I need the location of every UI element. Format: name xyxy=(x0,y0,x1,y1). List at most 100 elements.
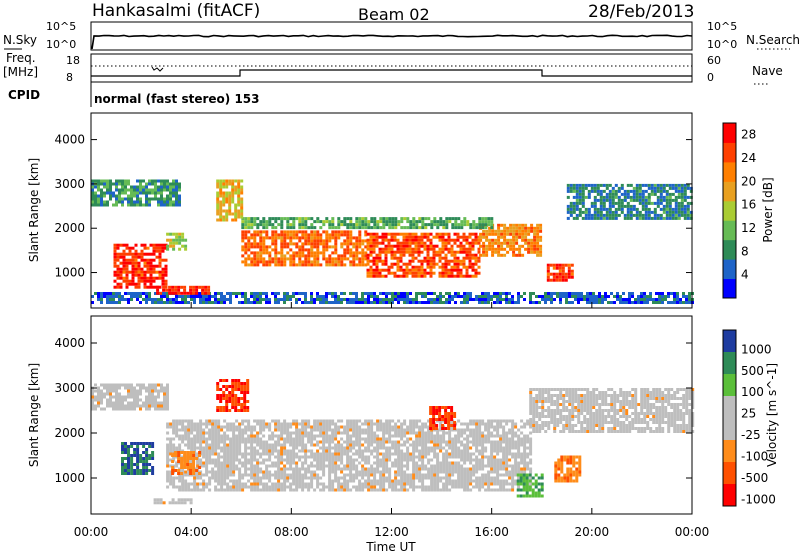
data-cell xyxy=(411,265,415,269)
data-cell xyxy=(232,440,236,444)
data-cell xyxy=(143,285,147,289)
data-cell xyxy=(620,186,624,190)
data-cell xyxy=(286,476,290,480)
data-cell xyxy=(364,470,368,474)
data-cell xyxy=(352,485,356,489)
data-cell xyxy=(565,298,568,301)
data-cell xyxy=(485,235,489,239)
data-cell xyxy=(217,488,221,492)
data-cell xyxy=(400,298,403,301)
data-cell xyxy=(220,428,224,432)
data-cell xyxy=(622,298,625,301)
data-cell xyxy=(202,449,206,453)
data-cell xyxy=(355,422,359,426)
data-cell xyxy=(346,251,350,255)
data-cell xyxy=(677,216,681,220)
data-cell xyxy=(334,422,338,426)
data-cell xyxy=(298,248,302,252)
data-cell xyxy=(174,288,178,292)
data-cell xyxy=(564,275,568,279)
data-cell xyxy=(190,295,193,298)
data-cell xyxy=(169,298,172,301)
data-cell xyxy=(331,223,335,227)
data-cell xyxy=(337,419,341,423)
data-cell xyxy=(559,292,562,295)
data-cell xyxy=(139,398,142,402)
data-cell xyxy=(277,428,281,432)
data-cell xyxy=(460,473,464,477)
data-cell xyxy=(436,226,440,230)
data-cell xyxy=(256,226,260,230)
data-cell xyxy=(497,223,501,227)
data-cell xyxy=(415,223,419,227)
data-cell xyxy=(274,263,278,267)
data-cell xyxy=(638,198,642,202)
data-cell xyxy=(235,455,239,459)
data-cell xyxy=(459,250,463,254)
data-cell xyxy=(358,485,362,489)
data-cell xyxy=(599,195,603,199)
data-cell xyxy=(644,204,648,208)
data-cell xyxy=(193,298,196,301)
data-cell xyxy=(313,245,317,249)
data-cell xyxy=(256,485,260,489)
data-cell xyxy=(372,244,376,248)
data-cell xyxy=(503,229,507,233)
data-cell xyxy=(456,235,460,239)
data-cell xyxy=(280,236,284,240)
data-cell xyxy=(596,186,600,190)
data-cell xyxy=(128,270,132,274)
data-cell xyxy=(388,458,392,462)
data-cell xyxy=(599,189,603,193)
data-cell xyxy=(536,238,540,242)
data-cell xyxy=(304,467,308,471)
data-cell xyxy=(163,203,166,207)
data-cell xyxy=(196,434,200,438)
data-cell xyxy=(328,223,332,227)
data-cell xyxy=(151,191,154,195)
data-cell xyxy=(125,276,129,280)
data-cell xyxy=(289,226,293,230)
data-cell xyxy=(134,255,138,259)
data-cell xyxy=(614,192,618,196)
data-cell xyxy=(364,220,368,224)
data-cell xyxy=(441,271,445,275)
data-cell xyxy=(131,273,135,277)
data-cell xyxy=(415,449,419,453)
data-cell xyxy=(280,470,284,474)
data-cell xyxy=(154,389,157,393)
data-cell xyxy=(364,233,368,237)
data-cell xyxy=(199,428,203,432)
data-cell xyxy=(671,210,675,214)
data-cell xyxy=(379,464,383,468)
data-cell xyxy=(465,250,469,254)
data-cell xyxy=(454,223,458,227)
data-cell xyxy=(439,298,442,301)
data-cell xyxy=(358,482,362,486)
data-cell xyxy=(622,292,625,295)
date-title: 28/Feb/2013 xyxy=(588,2,694,22)
data-cell xyxy=(340,220,344,224)
data-cell xyxy=(298,473,302,477)
data-cell xyxy=(319,419,323,423)
data-cell xyxy=(677,189,681,193)
data-cell xyxy=(250,437,254,441)
data-cell xyxy=(453,274,457,278)
data-cell xyxy=(259,425,263,429)
data-cell xyxy=(619,301,622,304)
data-cell xyxy=(195,288,199,292)
data-cell xyxy=(277,434,281,438)
data-cell xyxy=(512,244,516,248)
data-cell xyxy=(256,251,260,255)
data-cell xyxy=(166,244,170,248)
data-cell xyxy=(417,241,421,245)
data-cell xyxy=(436,461,440,465)
data-cell xyxy=(172,301,175,304)
data-cell xyxy=(438,250,442,254)
data-cell xyxy=(97,401,100,405)
data-cell xyxy=(340,476,344,480)
data-cell xyxy=(274,440,278,444)
data-cell xyxy=(157,185,160,189)
data-cell xyxy=(367,476,371,480)
data-cell xyxy=(415,443,419,447)
